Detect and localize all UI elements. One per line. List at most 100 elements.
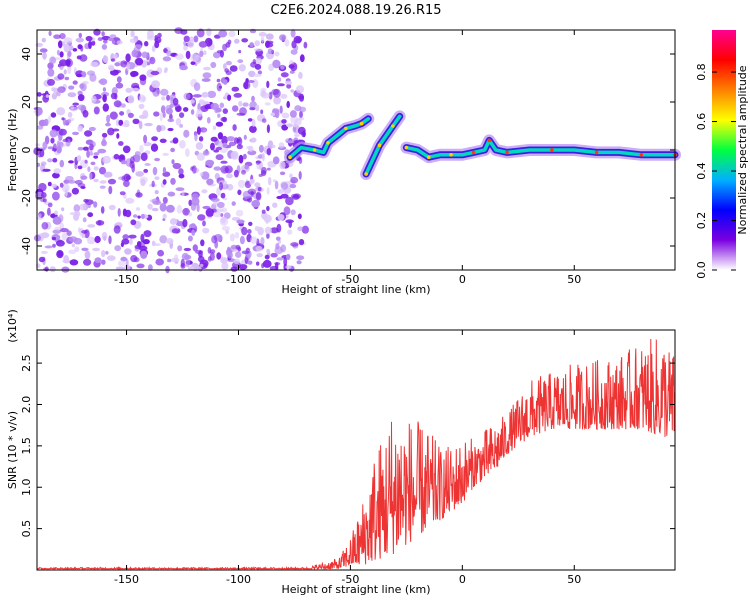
noise-blob <box>195 142 204 150</box>
noise-blob <box>299 110 303 119</box>
noise-blob <box>128 234 137 239</box>
noise-blob <box>156 125 162 133</box>
spectrogram-ridge <box>284 110 681 180</box>
noise-blob <box>99 185 106 189</box>
noise-blob <box>59 51 64 58</box>
noise-blob <box>112 40 116 45</box>
noise-blob <box>61 207 65 212</box>
noise-blob <box>108 185 113 195</box>
noise-blob <box>159 235 168 244</box>
noise-blob <box>275 243 280 250</box>
noise-blob <box>194 132 198 142</box>
noise-blob <box>280 93 288 99</box>
noise-blob <box>77 44 83 50</box>
ridge-point <box>594 150 599 155</box>
noise-blob <box>249 107 256 111</box>
noise-blob <box>257 187 262 192</box>
noise-blob <box>236 112 245 116</box>
noise-blob <box>256 261 260 266</box>
noise-blob <box>91 40 96 46</box>
noise-blob <box>179 112 185 118</box>
noise-blob <box>114 62 121 67</box>
noise-blob <box>88 126 96 132</box>
noise-blob <box>119 191 126 196</box>
noise-blob <box>180 192 189 196</box>
noise-blob <box>187 39 195 48</box>
noise-blob <box>41 37 46 43</box>
noise-blob <box>249 179 254 186</box>
noise-blob <box>68 85 75 90</box>
noise-blob <box>81 230 88 234</box>
noise-blob <box>247 188 257 195</box>
noise-blob <box>216 82 222 92</box>
noise-blob <box>77 146 84 151</box>
noise-blob <box>261 152 265 162</box>
noise-blob <box>40 161 47 166</box>
noise-blob <box>255 57 262 65</box>
noise-blob <box>303 41 308 49</box>
noise-blob <box>63 255 69 264</box>
noise-blob <box>112 128 120 132</box>
noise-blob <box>286 83 292 89</box>
noise-blob <box>266 167 271 171</box>
noise-blob <box>106 255 116 261</box>
noise-blob <box>38 213 42 218</box>
noise-blob <box>265 42 274 48</box>
noise-blob <box>126 175 132 181</box>
noise-blob <box>159 203 167 212</box>
noise-blob <box>122 234 129 240</box>
y-tick-label: -20 <box>20 189 33 207</box>
noise-blob <box>176 204 183 214</box>
noise-blob <box>36 92 42 97</box>
noise-blob <box>189 36 194 42</box>
noise-blob <box>58 128 67 136</box>
noise-blob <box>69 259 79 266</box>
noise-blob <box>84 199 94 205</box>
noise-blob <box>225 248 233 257</box>
noise-blob <box>250 137 257 143</box>
noise-blob <box>148 264 153 271</box>
noise-blob <box>237 179 246 189</box>
noise-blob <box>144 41 149 47</box>
noise-blob <box>101 44 108 50</box>
noise-blob <box>154 157 161 162</box>
noise-blob <box>118 119 124 126</box>
noise-blob <box>101 259 106 265</box>
noise-blob <box>299 106 307 113</box>
noise-blob <box>61 117 65 121</box>
noise-blob <box>72 80 78 85</box>
noise-blob <box>276 83 285 87</box>
noise-blob <box>183 247 192 252</box>
noise-blob <box>39 48 48 53</box>
noise-blob <box>274 51 280 57</box>
noise-blob <box>221 135 228 145</box>
noise-blob <box>38 182 47 192</box>
noise-blob <box>247 229 252 234</box>
noise-blob <box>231 201 236 206</box>
colorbar-tick-label: 0.8 <box>695 63 708 81</box>
noise-blob <box>101 250 106 258</box>
noise-blob <box>198 136 204 142</box>
noise-blob <box>77 125 83 132</box>
noise-blob <box>101 132 108 138</box>
noise-blob <box>249 42 254 48</box>
noise-blob <box>199 172 204 177</box>
noise-blob <box>279 34 287 41</box>
noise-blob <box>136 263 145 269</box>
noise-blob <box>36 162 41 167</box>
noise-blob <box>49 129 58 138</box>
noise-blob <box>175 118 182 126</box>
noise-blob <box>267 48 273 55</box>
noise-blob <box>262 259 272 268</box>
noise-blob <box>149 56 156 65</box>
noise-blob <box>283 206 291 216</box>
colorbar-tick-label: 0.2 <box>695 212 708 230</box>
noise-blob <box>140 250 148 259</box>
noise-blob <box>290 89 295 93</box>
noise-blob <box>230 266 238 272</box>
noise-blob <box>89 143 94 151</box>
noise-blob <box>144 122 153 127</box>
noise-blob <box>59 182 64 188</box>
noise-blob <box>183 35 190 42</box>
noise-blob <box>68 236 78 243</box>
